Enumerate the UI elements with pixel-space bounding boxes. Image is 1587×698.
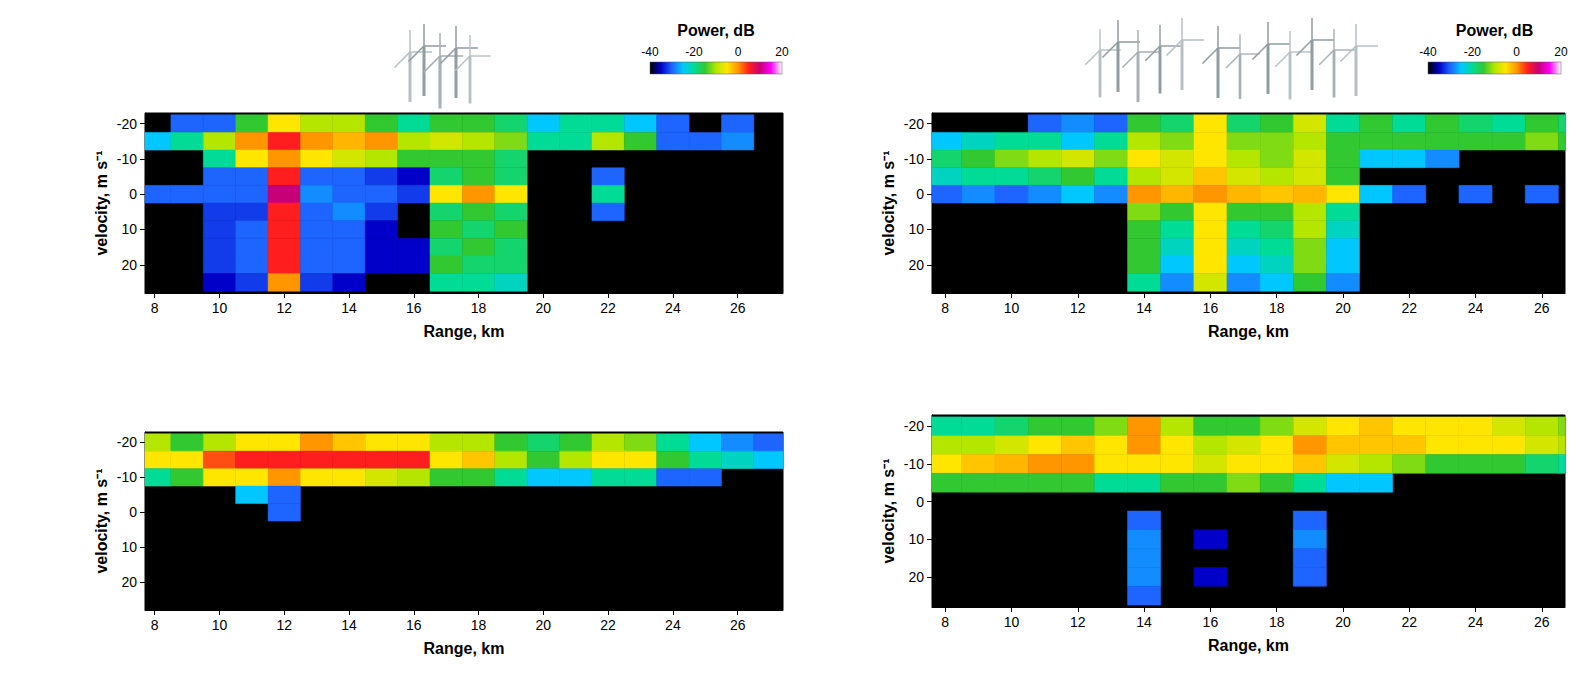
svg-text:20: 20 bbox=[121, 257, 137, 273]
svg-text:14: 14 bbox=[1136, 300, 1152, 316]
svg-text:24: 24 bbox=[1468, 614, 1484, 630]
svg-text:-20: -20 bbox=[117, 116, 137, 132]
svg-text:8: 8 bbox=[151, 300, 159, 316]
svg-text:8: 8 bbox=[941, 614, 949, 630]
svg-text:26: 26 bbox=[1534, 614, 1550, 630]
svg-text:22: 22 bbox=[600, 300, 616, 316]
svg-text:0: 0 bbox=[735, 45, 742, 59]
svg-text:26: 26 bbox=[730, 617, 746, 633]
svg-text:26: 26 bbox=[1534, 300, 1550, 316]
svg-text:24: 24 bbox=[665, 617, 681, 633]
svg-text:22: 22 bbox=[1401, 300, 1417, 316]
svg-text:Range, km: Range, km bbox=[424, 323, 505, 340]
svg-text:20: 20 bbox=[536, 300, 552, 316]
svg-text:-20: -20 bbox=[904, 116, 924, 132]
svg-text:12: 12 bbox=[1070, 300, 1086, 316]
svg-text:-20: -20 bbox=[1464, 45, 1482, 59]
svg-text:-20: -20 bbox=[117, 434, 137, 450]
svg-text:-10: -10 bbox=[117, 469, 137, 485]
svg-text:20: 20 bbox=[1554, 45, 1568, 59]
svg-text:10: 10 bbox=[1004, 614, 1020, 630]
svg-text:14: 14 bbox=[341, 617, 357, 633]
svg-text:20: 20 bbox=[121, 574, 137, 590]
svg-text:10: 10 bbox=[121, 221, 137, 237]
svg-text:10: 10 bbox=[121, 539, 137, 555]
svg-text:18: 18 bbox=[1269, 300, 1285, 316]
svg-text:10: 10 bbox=[908, 531, 924, 547]
svg-text:20: 20 bbox=[908, 257, 924, 273]
svg-text:18: 18 bbox=[471, 300, 487, 316]
svg-text:velocity, m s⁻¹: velocity, m s⁻¹ bbox=[93, 150, 110, 255]
svg-text:0: 0 bbox=[129, 504, 137, 520]
svg-text:velocity, m s⁻¹: velocity, m s⁻¹ bbox=[880, 458, 897, 563]
svg-text:Range, km: Range, km bbox=[1208, 323, 1289, 340]
svg-text:-20: -20 bbox=[685, 45, 703, 59]
svg-text:velocity, m s⁻¹: velocity, m s⁻¹ bbox=[93, 468, 110, 573]
svg-text:0: 0 bbox=[129, 186, 137, 202]
svg-text:Range, km: Range, km bbox=[424, 640, 505, 657]
svg-text:16: 16 bbox=[1203, 300, 1219, 316]
svg-text:20: 20 bbox=[775, 45, 789, 59]
svg-text:16: 16 bbox=[406, 617, 422, 633]
svg-text:18: 18 bbox=[1269, 614, 1285, 630]
svg-text:10: 10 bbox=[212, 617, 228, 633]
svg-text:-20: -20 bbox=[904, 418, 924, 434]
svg-text:10: 10 bbox=[1004, 300, 1020, 316]
svg-text:-10: -10 bbox=[904, 456, 924, 472]
svg-text:10: 10 bbox=[908, 221, 924, 237]
svg-text:20: 20 bbox=[1335, 614, 1351, 630]
svg-text:0: 0 bbox=[1513, 45, 1520, 59]
svg-text:22: 22 bbox=[1401, 614, 1417, 630]
svg-text:-10: -10 bbox=[904, 151, 924, 167]
svg-text:-10: -10 bbox=[117, 151, 137, 167]
svg-text:24: 24 bbox=[1468, 300, 1484, 316]
svg-text:26: 26 bbox=[730, 300, 746, 316]
svg-text:20: 20 bbox=[536, 617, 552, 633]
svg-text:14: 14 bbox=[1136, 614, 1152, 630]
svg-text:12: 12 bbox=[1070, 614, 1086, 630]
svg-text:20: 20 bbox=[1335, 300, 1351, 316]
svg-text:18: 18 bbox=[471, 617, 487, 633]
svg-text:-40: -40 bbox=[641, 45, 659, 59]
svg-text:0: 0 bbox=[916, 186, 924, 202]
svg-text:12: 12 bbox=[276, 617, 292, 633]
svg-text:velocity, m s⁻¹: velocity, m s⁻¹ bbox=[880, 150, 897, 255]
svg-text:12: 12 bbox=[276, 300, 292, 316]
svg-text:8: 8 bbox=[151, 617, 159, 633]
svg-text:8: 8 bbox=[941, 300, 949, 316]
svg-text:0: 0 bbox=[916, 494, 924, 510]
svg-text:-40: -40 bbox=[1419, 45, 1437, 59]
svg-text:24: 24 bbox=[665, 300, 681, 316]
svg-text:16: 16 bbox=[406, 300, 422, 316]
svg-text:10: 10 bbox=[212, 300, 228, 316]
svg-text:20: 20 bbox=[908, 569, 924, 585]
svg-text:14: 14 bbox=[341, 300, 357, 316]
svg-text:Power, dB: Power, dB bbox=[1456, 22, 1533, 39]
svg-text:Range, km: Range, km bbox=[1208, 637, 1289, 654]
svg-text:16: 16 bbox=[1203, 614, 1219, 630]
svg-text:22: 22 bbox=[600, 617, 616, 633]
svg-text:Power, dB: Power, dB bbox=[677, 22, 754, 39]
